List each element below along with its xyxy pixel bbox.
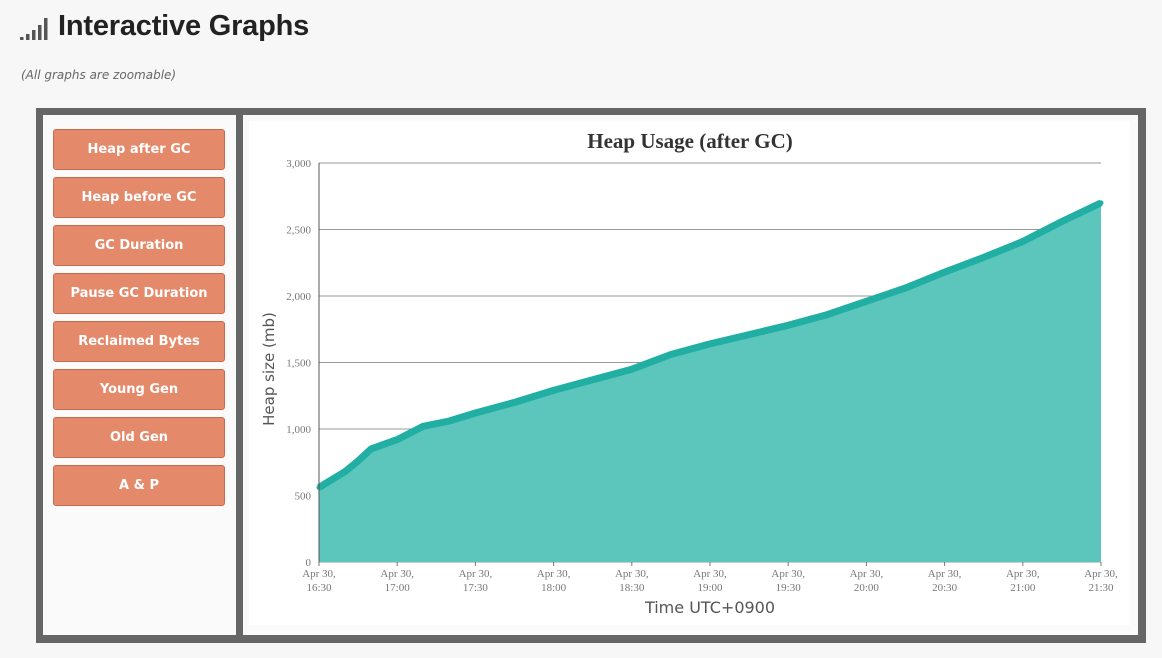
- x-tick-label: 20:30: [932, 582, 958, 594]
- page-subtitle: (All graphs are zoomable): [21, 68, 177, 82]
- data-point: [420, 423, 426, 429]
- x-tick-label: Apr 30,: [771, 568, 805, 580]
- data-point: [629, 366, 635, 372]
- data-point: [590, 377, 596, 383]
- data-point: [446, 418, 452, 424]
- x-tick-label: Apr 30,: [928, 568, 962, 580]
- chart-panel: 0 500 1,000 1,500 2,000 2,500 3,000 Apr 30, 16:3…: [243, 115, 1138, 635]
- x-tick-label: 19:30: [776, 582, 802, 594]
- data-point: [903, 285, 908, 291]
- x-tick-label: Apr 30,: [1084, 568, 1118, 580]
- page-header: Interactive Graphs: [20, 10, 309, 43]
- data-point: [368, 446, 374, 452]
- x-tick-label: Apr 30,: [693, 568, 727, 580]
- x-tick-label: 18:00: [541, 582, 567, 594]
- heap-area-fill: [319, 202, 1101, 562]
- x-tick-label: Apr 30,: [380, 568, 414, 580]
- data-point: [1059, 219, 1065, 224]
- data-point: [942, 269, 948, 275]
- gc-duration-button[interactable]: GC Duration: [53, 225, 225, 266]
- x-tick-label: 16:30: [306, 582, 332, 594]
- y-axis-label: Heap size (mb): [260, 312, 278, 426]
- y-tick-label: 0: [306, 557, 312, 569]
- y-tick-label: 500: [295, 491, 312, 503]
- x-tick-label: Apr 30,: [302, 568, 336, 580]
- data-point: [551, 387, 557, 393]
- x-tick-label: 21:30: [1088, 582, 1114, 594]
- reclaimed-bytes-button[interactable]: Reclaimed Bytes: [53, 321, 225, 362]
- data-point: [512, 399, 517, 405]
- y-tick-label: 3,000: [286, 158, 311, 170]
- young-gen-button[interactable]: Young Gen: [53, 369, 225, 410]
- data-point: [668, 352, 674, 357]
- y-tick-label: 2,500: [286, 225, 311, 237]
- data-point: [707, 341, 713, 347]
- data-point: [355, 458, 361, 464]
- data-point: [785, 322, 791, 328]
- data-point: [394, 437, 400, 443]
- chart-area[interactable]: 0 500 1,000 1,500 2,000 2,500 3,000 Apr 30, 16:3…: [249, 121, 1130, 625]
- y-tick-label: 1,000: [286, 424, 311, 436]
- x-tick-label: 18:30: [619, 582, 645, 594]
- heap-before-gc-button[interactable]: Heap before GC: [53, 177, 225, 218]
- old-gen-button[interactable]: Old Gen: [53, 417, 225, 458]
- x-tick-label: 21:00: [1010, 582, 1036, 594]
- graph-sidebar: Heap after GC Heap before GC GC Duration…: [43, 115, 236, 635]
- data-point: [1020, 239, 1026, 244]
- data-point: [746, 332, 752, 338]
- pause-gc-duration-button[interactable]: Pause GC Duration: [53, 273, 225, 314]
- x-tick-label: 19:00: [697, 582, 723, 594]
- x-tick-label: Apr 30,: [1006, 568, 1040, 580]
- data-point: [1098, 200, 1104, 206]
- signal-bars-icon: [20, 13, 52, 41]
- y-tick-label: 1,500: [286, 358, 311, 370]
- heap-after-gc-button[interactable]: Heap after GC: [53, 129, 225, 170]
- data-point: [863, 298, 869, 304]
- x-tick-label: Apr 30,: [459, 568, 493, 580]
- x-tick-label: 17:30: [463, 582, 489, 594]
- data-point: [472, 410, 478, 416]
- x-tick-label: Apr 30,: [537, 568, 571, 580]
- data-point: [981, 254, 987, 260]
- x-tick-label: 20:00: [854, 582, 880, 594]
- a-and-p-button[interactable]: A & P: [53, 465, 225, 506]
- x-tick-label: Apr 30,: [850, 568, 884, 580]
- x-tick-label: 17:00: [385, 582, 411, 594]
- data-point: [824, 312, 830, 318]
- x-axis-label: Time UTC+0900: [644, 598, 775, 617]
- heap-usage-chart[interactable]: 0 500 1,000 1,500 2,000 2,500 3,000 Apr 30, 16:3…: [249, 121, 1130, 625]
- data-point: [329, 477, 335, 482]
- chart-title: Heap Usage (after GC): [587, 129, 792, 153]
- page-title: Interactive Graphs: [58, 10, 310, 42]
- y-tick-label: 2,000: [286, 291, 311, 303]
- data-point: [342, 469, 348, 475]
- x-tick-label: Apr 30,: [615, 568, 649, 580]
